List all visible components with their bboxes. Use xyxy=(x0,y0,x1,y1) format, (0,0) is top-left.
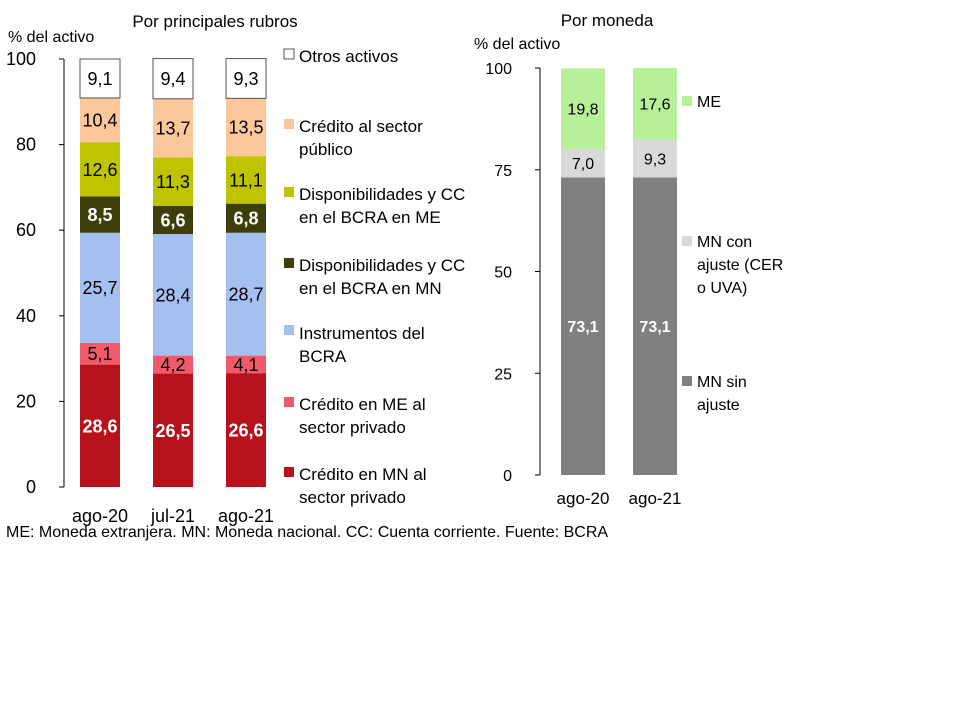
rubros-chart-title: Por principales rubros xyxy=(132,12,297,31)
rubros-bar-segment xyxy=(80,232,120,343)
rubros-x-tick-label: ago-21 xyxy=(218,506,274,526)
rubros-bar-segment xyxy=(153,205,193,235)
rubros-data-label: 9,3 xyxy=(233,69,258,89)
rubros-data-label: 11,3 xyxy=(156,172,190,192)
moneda-legend-swatch xyxy=(682,96,692,106)
moneda-y-axis-label: % del activo xyxy=(474,36,560,53)
moneda-y-tick-label: 25 xyxy=(494,366,512,383)
rubros-bar-segment xyxy=(153,355,193,374)
moneda-chart-title: Por moneda xyxy=(561,11,654,30)
rubros-y-tick-label: 0 xyxy=(26,477,36,497)
rubros-bar-segment xyxy=(152,58,194,100)
rubros-data-label: 26,6 xyxy=(228,421,263,441)
rubros-legend-swatch xyxy=(284,187,294,197)
rubros-bar-segment xyxy=(153,373,193,487)
rubros-data-label: 13,7 xyxy=(155,119,190,139)
rubros-bar-segment xyxy=(80,364,120,487)
rubros-legend-label: Crédito en ME al sector privado xyxy=(299,395,426,437)
rubros-bar-segment xyxy=(226,156,266,204)
rubros-data-label: 28,6 xyxy=(82,416,117,436)
moneda-x-tick-label: ago-21 xyxy=(629,489,682,508)
moneda-data-label: 73,1 xyxy=(567,319,598,336)
rubros-legend-label: Crédito en MN al sector privado xyxy=(299,465,427,507)
rubros-data-label: 6,6 xyxy=(160,210,185,230)
moneda-y-tick-label: 0 xyxy=(503,468,512,485)
rubros-bar-segment xyxy=(80,97,120,143)
rubros-data-label: 11,1 xyxy=(229,170,263,190)
moneda-legend-label: MN sin ajuste xyxy=(697,374,747,414)
rubros-bar-segment xyxy=(225,58,267,99)
moneda-y-tick-label: 100 xyxy=(485,61,512,78)
rubros-data-label: 4,2 xyxy=(160,355,185,375)
rubros-legend-swatch xyxy=(284,467,294,477)
rubros-legend-label: Disponibilidades y CC en el BCRA en MN xyxy=(299,256,465,298)
rubros-bar-segment xyxy=(226,203,266,233)
rubros-legend-swatch xyxy=(283,48,295,60)
moneda-y-tick-label: 75 xyxy=(494,163,512,180)
moneda-data-label: 73,1 xyxy=(639,319,670,336)
rubros-data-label: 12,6 xyxy=(82,160,117,180)
rubros-data-label: 4,1 xyxy=(233,355,258,375)
moneda-bar-segment xyxy=(561,177,605,475)
rubros-data-label: 5,1 xyxy=(87,344,112,364)
rubros-data-label: 13,5 xyxy=(228,118,263,138)
rubros-bar-segment xyxy=(226,98,266,157)
moneda-bar-segment xyxy=(633,139,677,178)
rubros-x-tick-label: ago-20 xyxy=(72,506,128,526)
rubros-bar-segment xyxy=(80,142,120,197)
moneda-legend-label: ME xyxy=(697,94,721,111)
moneda-data-label: 7,0 xyxy=(572,156,594,173)
rubros-data-label: 25,7 xyxy=(82,278,117,298)
rubros-bar-segment xyxy=(226,232,266,356)
rubros-legend-swatch xyxy=(284,258,294,268)
rubros-legend-label: Crédito al sector público xyxy=(299,117,423,159)
moneda-bar-segment xyxy=(633,68,677,140)
rubros-bar-segment xyxy=(226,355,266,374)
rubros-bar-segment xyxy=(153,157,193,206)
moneda-data-label: 17,6 xyxy=(639,97,670,114)
rubros-legend-swatch xyxy=(284,119,294,129)
rubros-legend-swatch xyxy=(284,325,294,335)
rubros-bar-segment xyxy=(226,373,266,487)
moneda-data-label: 9,3 xyxy=(644,151,666,168)
rubros-data-label: 10,4 xyxy=(82,111,117,131)
moneda-y-tick-label: 50 xyxy=(494,265,512,282)
moneda-legend-swatch xyxy=(682,376,692,386)
moneda-legend-label: MN con ajuste (CER o UVA) xyxy=(697,234,783,297)
rubros-data-label: 8,5 xyxy=(87,205,112,225)
rubros-y-tick-label: 40 xyxy=(16,306,36,326)
rubros-bar-segment xyxy=(153,98,193,158)
rubros-legend-swatch xyxy=(284,397,294,407)
rubros-data-label: 6,8 xyxy=(233,209,258,229)
moneda-legend-swatch xyxy=(682,236,692,246)
rubros-legend-label: Instrumentos del BCRA xyxy=(299,324,425,366)
moneda-bar-segment xyxy=(633,177,677,475)
rubros-data-label: 26,5 xyxy=(155,421,190,441)
rubros-y-tick-label: 80 xyxy=(16,135,36,155)
moneda-x-tick-label: ago-20 xyxy=(557,489,610,508)
rubros-bar-segment xyxy=(79,58,121,99)
rubros-bar-segment xyxy=(80,196,120,233)
rubros-data-label: 28,7 xyxy=(228,285,263,305)
rubros-y-axis-label: % del activo xyxy=(8,29,94,46)
rubros-data-label: 9,4 xyxy=(160,69,185,89)
moneda-bar-segment xyxy=(561,148,605,178)
footnote: ME: Moneda extranjera. MN: Moneda nacion… xyxy=(6,524,609,541)
moneda-bar-segment xyxy=(561,68,605,149)
rubros-bar-segment xyxy=(80,342,120,365)
rubros-x-tick-label: jul-21 xyxy=(150,506,195,526)
rubros-bar-segment xyxy=(153,234,193,356)
rubros-data-label: 28,4 xyxy=(155,285,190,305)
rubros-y-tick-label: 60 xyxy=(16,220,36,240)
moneda-data-label: 19,8 xyxy=(567,101,598,118)
rubros-legend-label: Disponibilidades y CC en el BCRA en ME xyxy=(299,185,465,227)
rubros-y-tick-label: 100 xyxy=(6,49,36,69)
rubros-data-label: 9,1 xyxy=(87,69,112,89)
rubros-legend-label: Otros activos xyxy=(299,47,398,66)
rubros-y-tick-label: 20 xyxy=(16,391,36,411)
